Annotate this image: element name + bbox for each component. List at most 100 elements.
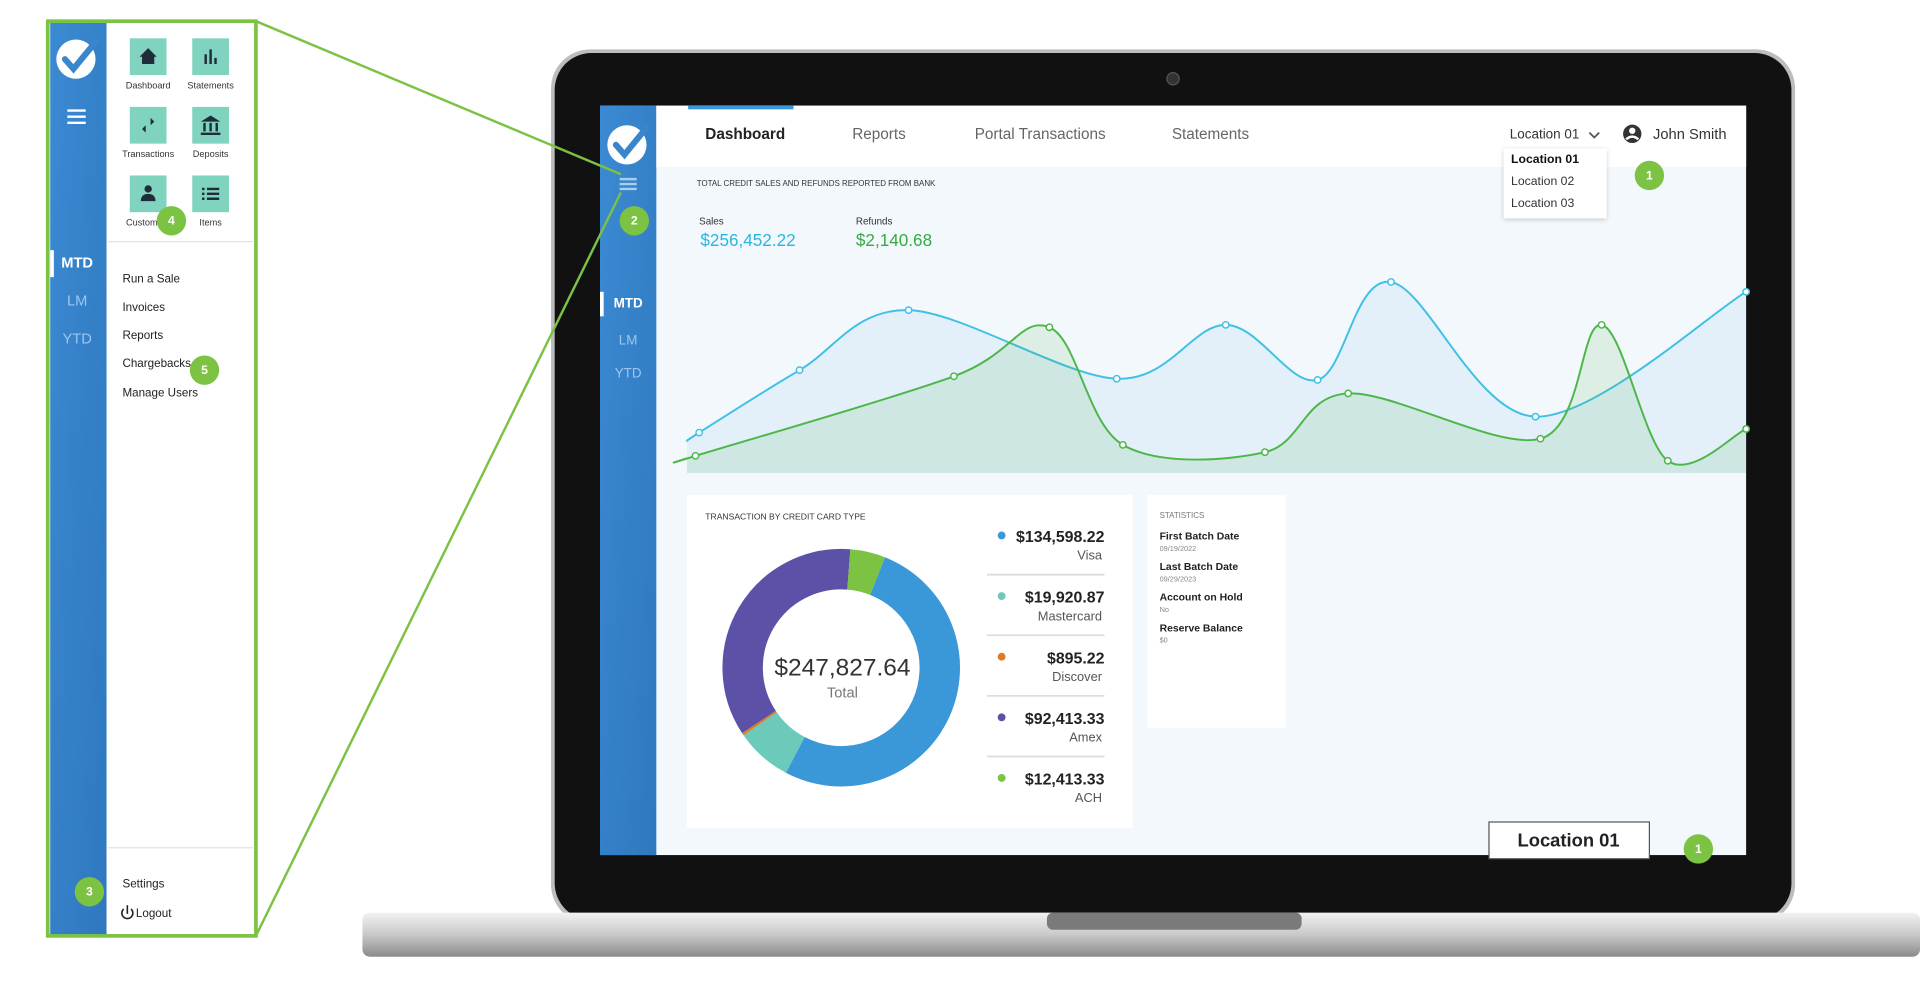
line-point (1536, 434, 1545, 443)
hamburger[interactable] (619, 177, 637, 191)
donut-segment (785, 557, 960, 787)
callout-line (254, 192, 622, 937)
line-point (1260, 448, 1269, 457)
tile-icon (139, 117, 157, 133)
zoom-logo-check (61, 38, 99, 74)
stat-value: No (1160, 605, 1169, 614)
period-tab[interactable]: LM (619, 332, 638, 347)
period-tab[interactable]: MTD (614, 296, 643, 311)
dropdown-options: Location 01 Location 02 Location 03 (1511, 152, 1579, 210)
nav-tab[interactable]: Reports (852, 126, 906, 143)
donut (722, 548, 960, 787)
line-point (1387, 278, 1395, 286)
user-name[interactable]: John Smith (1653, 127, 1726, 143)
stats-list: First Batch Date 09/19/2022 Last Batch Dat… (1160, 531, 1243, 644)
menu-item[interactable]: Manage Users (122, 387, 198, 400)
camera (1166, 72, 1180, 86)
zoom-hamburger[interactable] (67, 109, 86, 125)
legend-dot (997, 652, 1006, 661)
line-point (1531, 412, 1540, 421)
tile-label[interactable]: Items (199, 218, 222, 228)
badge (1683, 834, 1714, 864)
active-period-bar (50, 250, 54, 278)
line-point (1112, 374, 1121, 383)
logo-check (612, 124, 650, 160)
badge-number: 4 (168, 214, 175, 228)
tile-label[interactable]: Transactions (122, 149, 175, 159)
period-tab[interactable]: LM (67, 293, 87, 309)
period-tab[interactable]: YTD (615, 365, 642, 380)
legend-amount: $134,598.22 (1016, 529, 1105, 546)
nav-tab[interactable]: Dashboard (705, 126, 785, 143)
donut-total: $247,827.64 (774, 654, 910, 681)
power-icon (121, 905, 134, 920)
badge (74, 877, 105, 907)
legend-amount: $12,413.33 (1025, 772, 1105, 789)
legend-amount: $92,413.33 (1025, 711, 1105, 728)
stat-value: $0 (1160, 636, 1168, 645)
sales-value: $256,452.22 (700, 230, 795, 250)
callout-line (255, 20, 622, 176)
refunds-value: $2,140.68 (856, 230, 932, 250)
legend-name: Visa (1077, 548, 1103, 563)
donut-segment (722, 548, 851, 734)
legend-dot (997, 774, 1006, 782)
tile-icon (204, 49, 217, 65)
tile-icon (139, 48, 157, 65)
footer-item[interactable]: Logout (136, 907, 172, 920)
location-select[interactable]: Location 01 (1510, 127, 1580, 142)
legend-name: Discover (1052, 669, 1103, 684)
line-point (1344, 389, 1353, 398)
stats-panel (1147, 495, 1286, 728)
tile-label[interactable]: Deposits (193, 149, 229, 159)
period-tab[interactable]: MTD (61, 256, 93, 272)
line-point (695, 428, 704, 437)
refunds-label: Refunds (856, 217, 893, 228)
location-caption: Location 01 (1518, 829, 1620, 850)
location-dropdown (1503, 148, 1607, 219)
line-point (904, 306, 913, 315)
dropdown-option[interactable]: Location 01 (1511, 152, 1579, 166)
card-panel-title: TRANSACTION BY CREDIT CARD TYPE (705, 511, 866, 521)
legend-dot (997, 531, 1006, 540)
donut-total-label: Total (827, 685, 858, 701)
stat-label: Last Batch Date (1160, 562, 1239, 573)
badge-number: 1 (1646, 168, 1653, 182)
badge (189, 355, 220, 385)
user-icon-head (1629, 127, 1636, 134)
line-point (1663, 456, 1672, 465)
period-tab[interactable]: YTD (62, 331, 91, 347)
active-tab-bar (688, 105, 794, 110)
zoom-border (45, 19, 258, 938)
tile-label[interactable]: Statements (187, 81, 234, 91)
active-period-bar (600, 291, 604, 317)
legend-name: Mastercard (1038, 608, 1102, 623)
footer-item[interactable]: Settings (122, 878, 164, 891)
line-point (691, 451, 700, 460)
nav-tab[interactable]: Portal Transactions (975, 126, 1106, 143)
line-point (949, 372, 958, 381)
legend-name: Amex (1069, 730, 1102, 745)
sales-chart (672, 278, 1751, 474)
badge-number: 1 (1695, 842, 1702, 856)
dropdown-option[interactable]: Location 02 (1511, 174, 1574, 188)
menu-item[interactable]: Run a Sale (122, 273, 180, 286)
stat-value: 09/19/2022 (1160, 544, 1197, 553)
donut-segment (742, 710, 777, 736)
dropdown-option[interactable]: Location 03 (1511, 196, 1574, 210)
line-point (1313, 376, 1322, 384)
laptop-notch (1046, 912, 1302, 930)
nav-tab[interactable]: Statements (1172, 126, 1250, 143)
stat-value: 09/29/2023 (1160, 574, 1197, 583)
menu-item[interactable]: Reports (122, 329, 163, 342)
line-point (1118, 440, 1127, 449)
badge (156, 206, 187, 236)
menu-item[interactable]: Chargebacks (122, 357, 191, 370)
badge-number: 5 (201, 363, 208, 377)
tile-label[interactable]: Dashboard (126, 81, 171, 91)
menu-item[interactable]: Invoices (122, 301, 165, 314)
line-point (1597, 320, 1606, 329)
tile[interactable] (129, 106, 167, 144)
tile-label[interactable]: Customers (126, 218, 171, 228)
